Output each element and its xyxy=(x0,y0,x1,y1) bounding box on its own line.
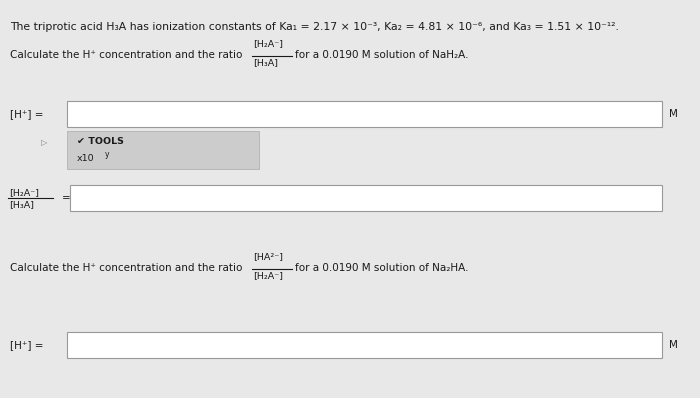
Text: ▷: ▷ xyxy=(41,138,47,147)
Text: Calculate the H⁺ concentration and the ratio: Calculate the H⁺ concentration and the r… xyxy=(10,50,243,60)
Text: M: M xyxy=(668,340,678,350)
Text: [H⁺] =: [H⁺] = xyxy=(10,109,44,119)
Text: x10: x10 xyxy=(77,154,94,163)
FancyBboxPatch shape xyxy=(70,185,662,211)
Text: The triprotic acid H₃A has ionization constants of Ka₁ = 2.17 × 10⁻³, Ka₂ = 4.81: The triprotic acid H₃A has ionization co… xyxy=(10,22,620,32)
Text: for a 0.0190 M solution of Na₂HA.: for a 0.0190 M solution of Na₂HA. xyxy=(295,263,469,273)
Text: ✔ TOOLS: ✔ TOOLS xyxy=(77,137,124,146)
Text: [H₃A]: [H₃A] xyxy=(9,200,34,209)
Text: =: = xyxy=(62,193,70,203)
Text: [HA²⁻]: [HA²⁻] xyxy=(253,252,284,261)
FancyBboxPatch shape xyxy=(66,332,662,358)
Text: Calculate the H⁺ concentration and the ratio: Calculate the H⁺ concentration and the r… xyxy=(10,263,243,273)
Text: for a 0.0190 M solution of NaH₂A.: for a 0.0190 M solution of NaH₂A. xyxy=(295,50,469,60)
Text: [H₂A⁻]: [H₂A⁻] xyxy=(253,39,284,48)
FancyBboxPatch shape xyxy=(66,101,662,127)
Text: [H₃A]: [H₃A] xyxy=(253,58,279,67)
Text: y: y xyxy=(105,150,109,159)
Text: M: M xyxy=(668,109,678,119)
Text: [H₂A⁻]: [H₂A⁻] xyxy=(253,271,284,280)
Text: [H⁺] =: [H⁺] = xyxy=(10,340,44,350)
Text: [H₂A⁻]: [H₂A⁻] xyxy=(9,188,39,197)
FancyBboxPatch shape xyxy=(66,131,259,169)
